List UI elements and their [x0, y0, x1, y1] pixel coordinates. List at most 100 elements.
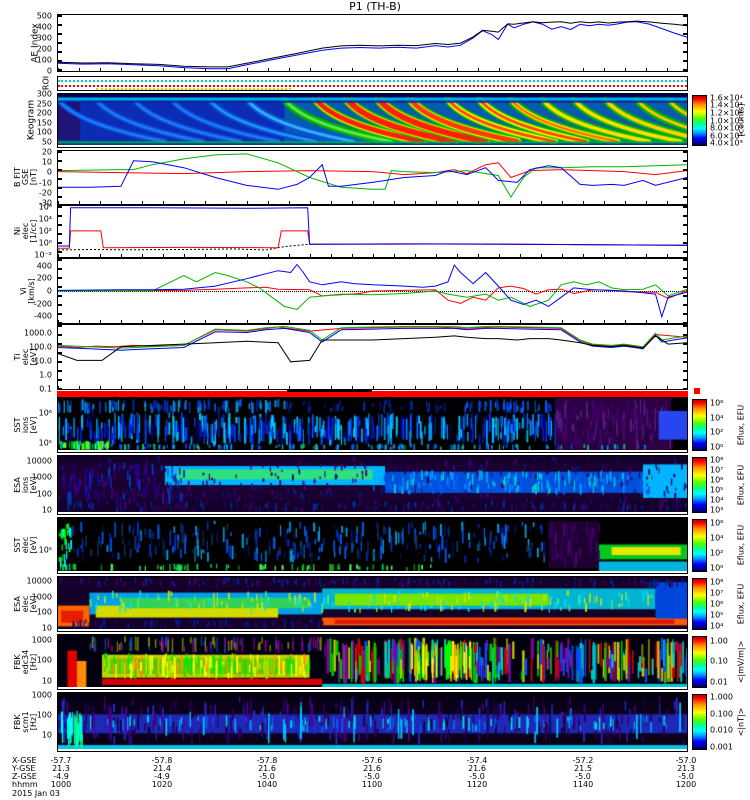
tick-label: -200 [33, 299, 52, 309]
bfit-bottom-ticks [58, 201, 687, 204]
ni-lines [58, 207, 687, 251]
series-tell [58, 335, 687, 363]
tick-label: 8.0×10³ [710, 123, 743, 133]
tick-label: 0 [46, 286, 52, 296]
ephemeris-value: -57.4 [466, 756, 488, 765]
tick-label: 300 [36, 89, 52, 99]
roi-panel [57, 76, 688, 91]
tick-label: 0.1 [39, 384, 52, 394]
tick-label: 100 [36, 127, 52, 137]
ni-bottom-ticks [58, 254, 687, 257]
ephemeris-value: 1140 [572, 780, 594, 789]
bfit-left-ticks [58, 151, 62, 204]
tick-label: 50 [41, 137, 52, 147]
tick-label: 1.0 [39, 370, 52, 380]
sst-elec-spectrogram [58, 518, 687, 571]
sst-elec-colorbar-unit: Eflux, EFU [736, 524, 746, 566]
tick-label: 4.0×10³ [710, 138, 743, 148]
temp-bottom-ticks [58, 386, 687, 389]
tick-label: 10⁴ [710, 495, 724, 505]
ephemeris-value: -57.8 [256, 756, 278, 765]
fbk-e-colorbar [692, 636, 707, 688]
tick-label: 10⁸ [710, 577, 724, 587]
tick-label: 10 [41, 623, 52, 633]
esa-ions-colorbar [692, 457, 707, 513]
tick-label: 100 [36, 489, 52, 499]
ephemeris-value: 21.6 [363, 764, 381, 773]
esa-ions-spectrogram [58, 456, 687, 512]
vi-bottom-ticks [58, 320, 687, 323]
tick-label: 1.000 [710, 692, 733, 702]
tick-label: 500 [36, 11, 52, 21]
ephemeris-value: -4.9 [53, 772, 69, 781]
ephemeris-value: -57.7 [50, 756, 72, 765]
series-ni [58, 243, 687, 251]
tick-label: 10⁶ [710, 398, 724, 408]
fbk-e-spectrogram [58, 635, 687, 687]
esa-ions-colorbar-unit: Eflux, EFU [736, 464, 746, 506]
tick-label: 0 [46, 66, 52, 76]
tick-label: 10⁵ [710, 485, 724, 495]
ae-lines [58, 20, 687, 70]
tick-label: 100 [36, 710, 52, 720]
tick-label: 10⁶ [710, 475, 724, 485]
tick-label: 10 [41, 676, 52, 686]
sst-ions-colorbar-unit: Eflux, EFU [736, 404, 746, 446]
ephemeris-value: 21.5 [574, 764, 592, 773]
tick-label: 10.0 [34, 356, 52, 366]
tick-label: -10 [38, 178, 52, 188]
esa-elec-yticks: 10000 1000 100 10 [0, 576, 54, 633]
esa-ions-panel [57, 455, 688, 515]
ephemeris-value: 1020 [151, 780, 173, 789]
roi-red-line [58, 85, 687, 87]
tick-label: 10 [41, 505, 52, 515]
tick-label: 10⁶ [710, 518, 724, 528]
sst-ions-panel [57, 397, 688, 453]
fbk-b-colorbar-unit: <|nT|> [736, 707, 746, 737]
tick-label: 1000 [31, 472, 52, 482]
ephemeris-value: -5.0 [364, 772, 380, 781]
ae-bottom-ticks [58, 68, 687, 71]
ni-right-ticks [683, 206, 687, 257]
ni-yticks: 10⁶ 10⁴ 10² 10⁰ 10⁻² [0, 203, 54, 260]
tick-label: 0.01 [710, 677, 728, 687]
bfit-panel: Bz By Bx [57, 150, 688, 205]
tick-label: 0 [46, 167, 52, 177]
tick-label: -400 [33, 311, 52, 321]
sst-ions-colorbar-ticks: 10⁶ 10⁴ 10² 10⁰ [710, 398, 750, 452]
sst-ions-colorbar [692, 399, 707, 451]
tick-label: 200 [36, 273, 52, 283]
keogram-colorbar-ticks: 1.6×10⁴ 1.4×10⁴ 1.2×10⁴ 1.0×10⁴ 8.0×10³ 6.0×1… [710, 93, 750, 148]
tick-label: 100 [36, 655, 52, 665]
ephemeris-value: 1000 [50, 780, 72, 789]
page-title: P1 (TH-B) [349, 0, 401, 13]
bfit-yticks: 20 10 0 -10 -20 -30 [0, 148, 54, 208]
temp-lines [58, 325, 687, 363]
tick-label: 1.00 [710, 636, 728, 646]
keogram-colorbar-unit: [counts] [736, 103, 746, 137]
roi-yellow-line [95, 88, 291, 90]
tick-label: 1.2×10⁴ [710, 108, 743, 118]
ni-left-ticks [58, 206, 62, 257]
ephemeris-value: 21.3 [52, 764, 70, 773]
ae-panel: Kyoto AE Themis AE [57, 14, 688, 72]
temp-left-ticks [58, 325, 62, 389]
ephemeris-value: -5.0 [678, 772, 694, 781]
fbk-e-panel [57, 634, 688, 690]
tick-label: 0.10 [710, 656, 728, 666]
temp-right-ticks [683, 325, 687, 389]
vi-yticks: 400 200 0 -200 -400 [0, 258, 54, 324]
tick-label: 10⁷ [710, 588, 724, 598]
ni-panel: Ne Ni Npot [57, 205, 688, 258]
date-label: 2015 Jan 03 [12, 789, 60, 798]
series-themis-ae [58, 20, 687, 68]
tick-label: 10000 [26, 576, 52, 586]
xgse-row-label: X-GSE [12, 756, 37, 765]
sst-elec-colorbar-ticks: 10⁶ 10⁴ 10² 10⁰ [710, 518, 750, 573]
tick-label: 10⁰ [38, 238, 52, 248]
series-npot [58, 207, 687, 247]
sst-ions-spectrogram [58, 398, 687, 450]
tick-label: 200 [36, 108, 52, 118]
tick-label: 150 [36, 118, 52, 128]
